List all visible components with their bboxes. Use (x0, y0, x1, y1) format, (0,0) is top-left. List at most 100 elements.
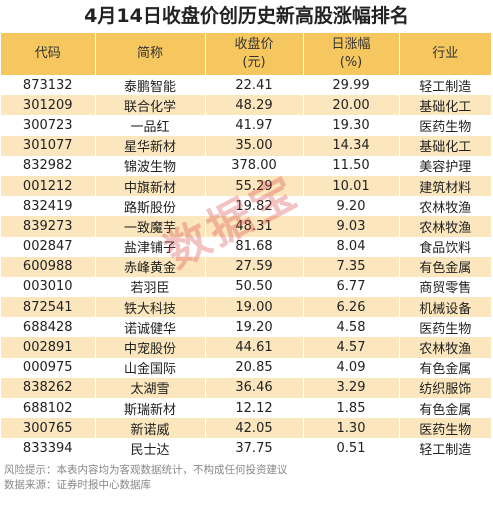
cell-name: 中旗新材 (95, 175, 206, 197)
cell-price: 41.97 (205, 115, 304, 136)
cell-industry: 纺织服饰 (419, 382, 472, 398)
cell-change: 10.01 (303, 175, 400, 197)
cell-industry: 农林牧渔 (419, 342, 472, 358)
cell-code: 839273 (1, 216, 96, 237)
cell-industry: 建筑材料 (419, 180, 472, 196)
cell-code: 688428 (1, 317, 96, 338)
cell-industry: 食品饮料 (419, 241, 472, 257)
cell-name: 太湖雪 (95, 377, 206, 398)
cell-name: 一品红 (95, 115, 206, 136)
cell-change: 4.58 (303, 317, 400, 338)
cell-name: 斯瑞新材 (95, 398, 206, 419)
cell-price: 19.82 (205, 196, 304, 217)
cell-name: 路斯股份 (95, 196, 206, 217)
cell-code: 873132 (1, 75, 96, 96)
table-row: 600988 赤峰黄金 27.59 7.35 有色金属 (1, 256, 491, 277)
cell-name: 联合化学 (95, 95, 206, 116)
cell-change: 1.85 (303, 398, 400, 419)
table-row: 873132 泰鹏智能 22.41 29.99 轻工制造 (1, 75, 491, 96)
cell-code: 688102 (1, 398, 96, 419)
cell-change: 1.30 (303, 418, 400, 439)
data-source: 数据来源：证券时报中心数据库 (4, 478, 151, 491)
cell-price: 44.61 (205, 337, 304, 358)
cell-change: 8.04 (303, 236, 400, 257)
cell-price: 12.12 (205, 398, 304, 419)
cell-name: 一致魔芋 (95, 216, 206, 237)
cell-code: 600988 (1, 256, 96, 277)
cell-change: 0.51 (303, 438, 400, 459)
cell-change: 9.20 (303, 196, 400, 217)
cell-price: 22.41 (205, 75, 304, 96)
table-row: 001212 中旗新材 55.29 10.01 建筑材料 (1, 175, 491, 197)
header-name: 简称 (95, 33, 206, 75)
cell-change: 6.77 (303, 276, 400, 298)
cell-code: 832419 (1, 196, 96, 217)
cell-name: 中宠股份 (95, 337, 206, 358)
table-row: 832982 锦波生物 378.00 11.50 美容护理 (1, 155, 491, 176)
table-row: 301077 星华新材 35.00 14.34 基础化工 (1, 135, 491, 156)
cell-code: 002847 (1, 236, 96, 257)
cell-change: 4.57 (303, 337, 400, 358)
table-row: 688428 诺诚健华 19.20 4.58 医药生物 (1, 317, 491, 338)
cell-industry: 美容护理 (419, 160, 472, 176)
table-row: 300765 新诺威 42.05 1.30 医药生物 (1, 418, 491, 439)
table-header-row: 代码 简称 收盘价 (元) 日涨幅 (%) 行业 (1, 33, 491, 75)
table-row: 301209 联合化学 48.29 20.00 基础化工 (1, 95, 491, 116)
cell-price: 55.29 (205, 175, 304, 197)
cell-name: 山金国际 (95, 357, 206, 378)
cell-change: 3.29 (303, 377, 400, 398)
table-row: 832419 路斯股份 19.82 9.20 农林牧渔 (1, 196, 491, 217)
cell-code: 003010 (1, 276, 96, 298)
cell-industry: 医药生物 (419, 119, 472, 135)
cell-price: 27.59 (205, 256, 304, 277)
cell-code: 301077 (1, 135, 96, 156)
cell-industry: 商贸零售 (419, 281, 472, 297)
cell-price: 50.50 (205, 276, 304, 298)
cell-code: 301209 (1, 95, 96, 116)
header-price: 收盘价 (元) (205, 33, 304, 75)
cell-name: 铁大科技 (95, 297, 206, 318)
cell-code: 300765 (1, 418, 96, 439)
cell-code: 002891 (1, 337, 96, 358)
table-row: 839273 一致魔芋 48.31 9.03 农林牧渔 (1, 216, 491, 237)
header-code: 代码 (1, 33, 96, 75)
risk-notice: 风险提示：本表内容均为客观数据统计，不构成任何投资建议 (4, 463, 288, 476)
cell-change: 19.30 (303, 115, 400, 136)
cell-change: 6.26 (303, 297, 400, 318)
cell-code: 872541 (1, 297, 96, 318)
header-industry: 行业 (432, 46, 459, 61)
cell-industry: 基础化工 (419, 140, 472, 156)
header-change-label: 日涨幅 (331, 37, 371, 52)
cell-name: 诺诚健华 (95, 317, 206, 338)
cell-code: 833394 (1, 438, 96, 459)
cell-industry: 农林牧渔 (419, 200, 472, 216)
cell-change: 4.09 (303, 357, 400, 378)
cell-price: 37.75 (205, 438, 304, 459)
cell-name: 星华新材 (95, 135, 206, 156)
cell-change: 29.99 (303, 75, 400, 96)
cell-name: 民士达 (95, 438, 206, 459)
cell-industry: 农林牧渔 (419, 220, 472, 236)
cell-price: 35.00 (205, 135, 304, 156)
cell-price: 48.31 (205, 216, 304, 237)
table-row: 872541 铁大科技 19.00 6.26 机械设备 (1, 297, 491, 318)
page-title: 4月14日收盘价创历史新高股涨幅排名 (84, 5, 409, 27)
table-row: 002891 中宠股份 44.61 4.57 农林牧渔 (1, 337, 491, 358)
cell-code: 001212 (1, 175, 96, 197)
cell-change: 9.03 (303, 216, 400, 237)
header-change-unit: (%) (339, 55, 363, 70)
cell-price: 36.46 (205, 377, 304, 398)
cell-code: 838262 (1, 377, 96, 398)
table-row: 838262 太湖雪 36.46 3.29 纺织服饰 (1, 377, 491, 398)
cell-code: 832982 (1, 155, 96, 176)
cell-industry: 轻工制造 (419, 79, 472, 95)
cell-name: 若羽臣 (95, 276, 206, 298)
cell-change: 14.34 (303, 135, 400, 156)
table-row: 688102 斯瑞新材 12.12 1.85 有色金属 (1, 398, 491, 419)
cell-price: 20.85 (205, 357, 304, 378)
cell-price: 19.00 (205, 297, 304, 318)
cell-code: 300723 (1, 115, 96, 136)
cell-name: 赤峰黄金 (95, 256, 206, 277)
header-price-unit: (元) (242, 55, 266, 70)
cell-price: 81.68 (205, 236, 304, 257)
